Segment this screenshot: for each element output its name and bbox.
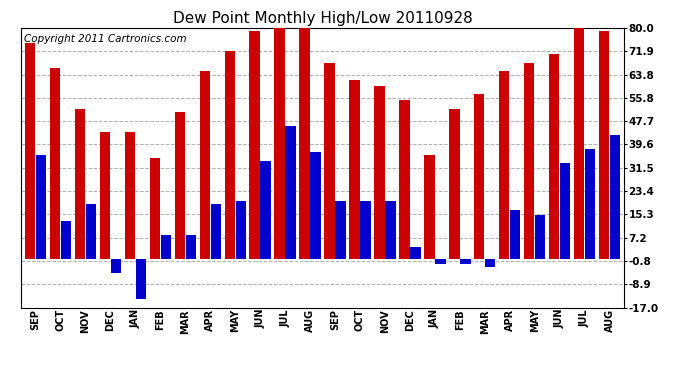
Bar [385,201,395,258]
Bar [400,100,410,258]
Bar [460,258,471,264]
Bar [235,201,246,258]
Bar [111,258,121,273]
Bar [25,42,35,258]
Bar [199,71,210,258]
Bar [260,160,271,258]
Bar [86,204,97,258]
Bar [585,149,595,258]
Bar [474,94,484,258]
Bar [485,258,495,267]
Bar [360,201,371,258]
Bar [335,201,346,258]
Bar [61,221,71,258]
Bar [36,155,46,258]
Bar [75,109,86,258]
Bar [186,236,196,258]
Bar [210,204,221,258]
Bar [374,86,385,258]
Bar [410,247,421,258]
Bar [524,63,534,258]
Bar [499,71,509,258]
Bar [125,132,135,258]
Bar [599,31,609,258]
Bar [250,31,260,258]
Bar [136,258,146,299]
Bar [310,152,321,258]
Bar [100,132,110,258]
Bar [224,51,235,258]
Title: Dew Point Monthly High/Low 20110928: Dew Point Monthly High/Low 20110928 [172,10,473,26]
Bar [299,28,310,258]
Bar [449,109,460,258]
Bar [510,210,520,258]
Bar [574,28,584,258]
Bar [50,69,60,258]
Bar [424,155,435,258]
Bar [435,258,446,264]
Bar [161,236,171,258]
Bar [535,215,545,258]
Bar [549,54,560,258]
Bar [610,135,620,258]
Bar [349,80,359,258]
Bar [275,28,285,258]
Bar [286,126,296,258]
Bar [560,164,571,258]
Bar [175,112,185,258]
Text: Copyright 2011 Cartronics.com: Copyright 2011 Cartronics.com [23,34,186,44]
Bar [324,63,335,258]
Bar [150,158,160,258]
